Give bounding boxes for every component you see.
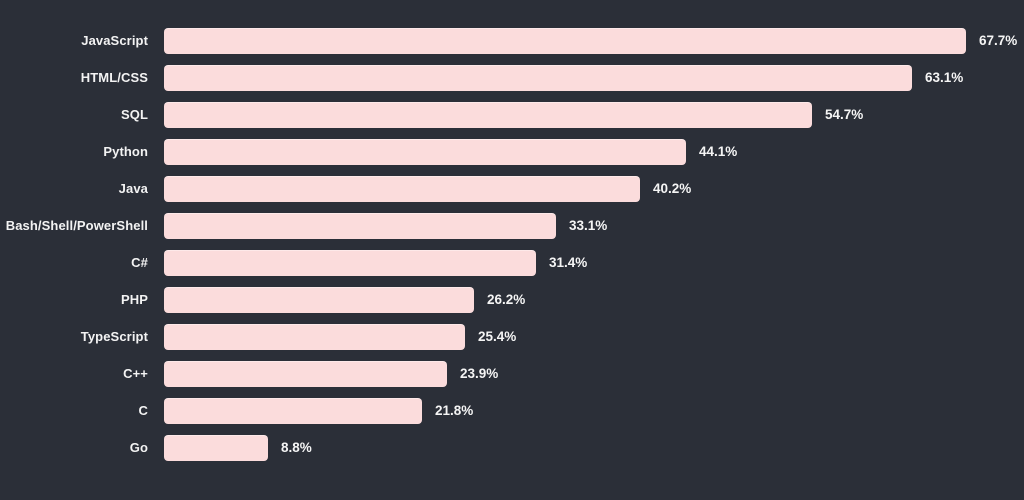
category-label: Bash/Shell/PowerShell — [5, 218, 148, 233]
chart-row: C++ 23.9% — [0, 355, 1024, 392]
bar-area: 23.9% — [164, 355, 1024, 392]
category-label: C — [138, 403, 148, 418]
bar — [164, 101, 812, 128]
value-label: 8.8% — [281, 440, 312, 455]
value-label: 33.1% — [569, 218, 608, 233]
bar-area: 33.1% — [164, 207, 1024, 244]
bar — [164, 175, 640, 202]
value-label: 63.1% — [925, 70, 964, 85]
category-label: HTML/CSS — [80, 70, 148, 85]
value-label: 23.9% — [460, 366, 499, 381]
chart-row: Python 44.1% — [0, 133, 1024, 170]
value-label: 26.2% — [487, 292, 526, 307]
category-label: Python — [103, 144, 148, 159]
value-label: 31.4% — [549, 255, 588, 270]
bar-area: 40.2% — [164, 170, 1024, 207]
bar — [164, 249, 536, 276]
category-label: Java — [118, 181, 148, 196]
bar-area: 44.1% — [164, 133, 1024, 170]
chart-row: HTML/CSS 63.1% — [0, 59, 1024, 96]
value-label: 21.8% — [435, 403, 474, 418]
bar-area: 67.7% — [164, 22, 1024, 59]
value-label: 44.1% — [699, 144, 738, 159]
category-label: TypeScript — [80, 329, 148, 344]
category-label: JavaScript — [81, 33, 148, 48]
chart-row: JavaScript 67.7% — [0, 22, 1024, 59]
bar-area: 21.8% — [164, 392, 1024, 429]
category-label: SQL — [120, 107, 148, 122]
bar — [164, 212, 556, 239]
bar-area: 54.7% — [164, 96, 1024, 133]
bar-area: 25.4% — [164, 318, 1024, 355]
chart-row: Java 40.2% — [0, 170, 1024, 207]
bar — [164, 360, 447, 387]
bar-area: 26.2% — [164, 281, 1024, 318]
chart-row: Go 8.8% — [0, 429, 1024, 466]
chart-row: C 21.8% — [0, 392, 1024, 429]
bar-area: 63.1% — [164, 59, 1024, 96]
chart-row: PHP 26.2% — [0, 281, 1024, 318]
bar — [164, 286, 474, 313]
chart-row: Bash/Shell/PowerShell 33.1% — [0, 207, 1024, 244]
bar-area: 8.8% — [164, 429, 1024, 466]
bar — [164, 27, 966, 54]
bar — [164, 434, 268, 461]
bar — [164, 397, 422, 424]
value-label: 25.4% — [478, 329, 517, 344]
bar — [164, 138, 686, 165]
value-label: 54.7% — [825, 107, 864, 122]
category-label: PHP — [120, 292, 148, 307]
chart-row: C# 31.4% — [0, 244, 1024, 281]
chart-row: TypeScript 25.4% — [0, 318, 1024, 355]
value-label: 67.7% — [979, 33, 1018, 48]
bar-area: 31.4% — [164, 244, 1024, 281]
category-label: C# — [131, 255, 148, 270]
category-label: Go — [129, 440, 148, 455]
value-label: 40.2% — [653, 181, 692, 196]
bar — [164, 64, 912, 91]
category-label: C++ — [123, 366, 148, 381]
bar — [164, 323, 465, 350]
chart-row: SQL 54.7% — [0, 96, 1024, 133]
